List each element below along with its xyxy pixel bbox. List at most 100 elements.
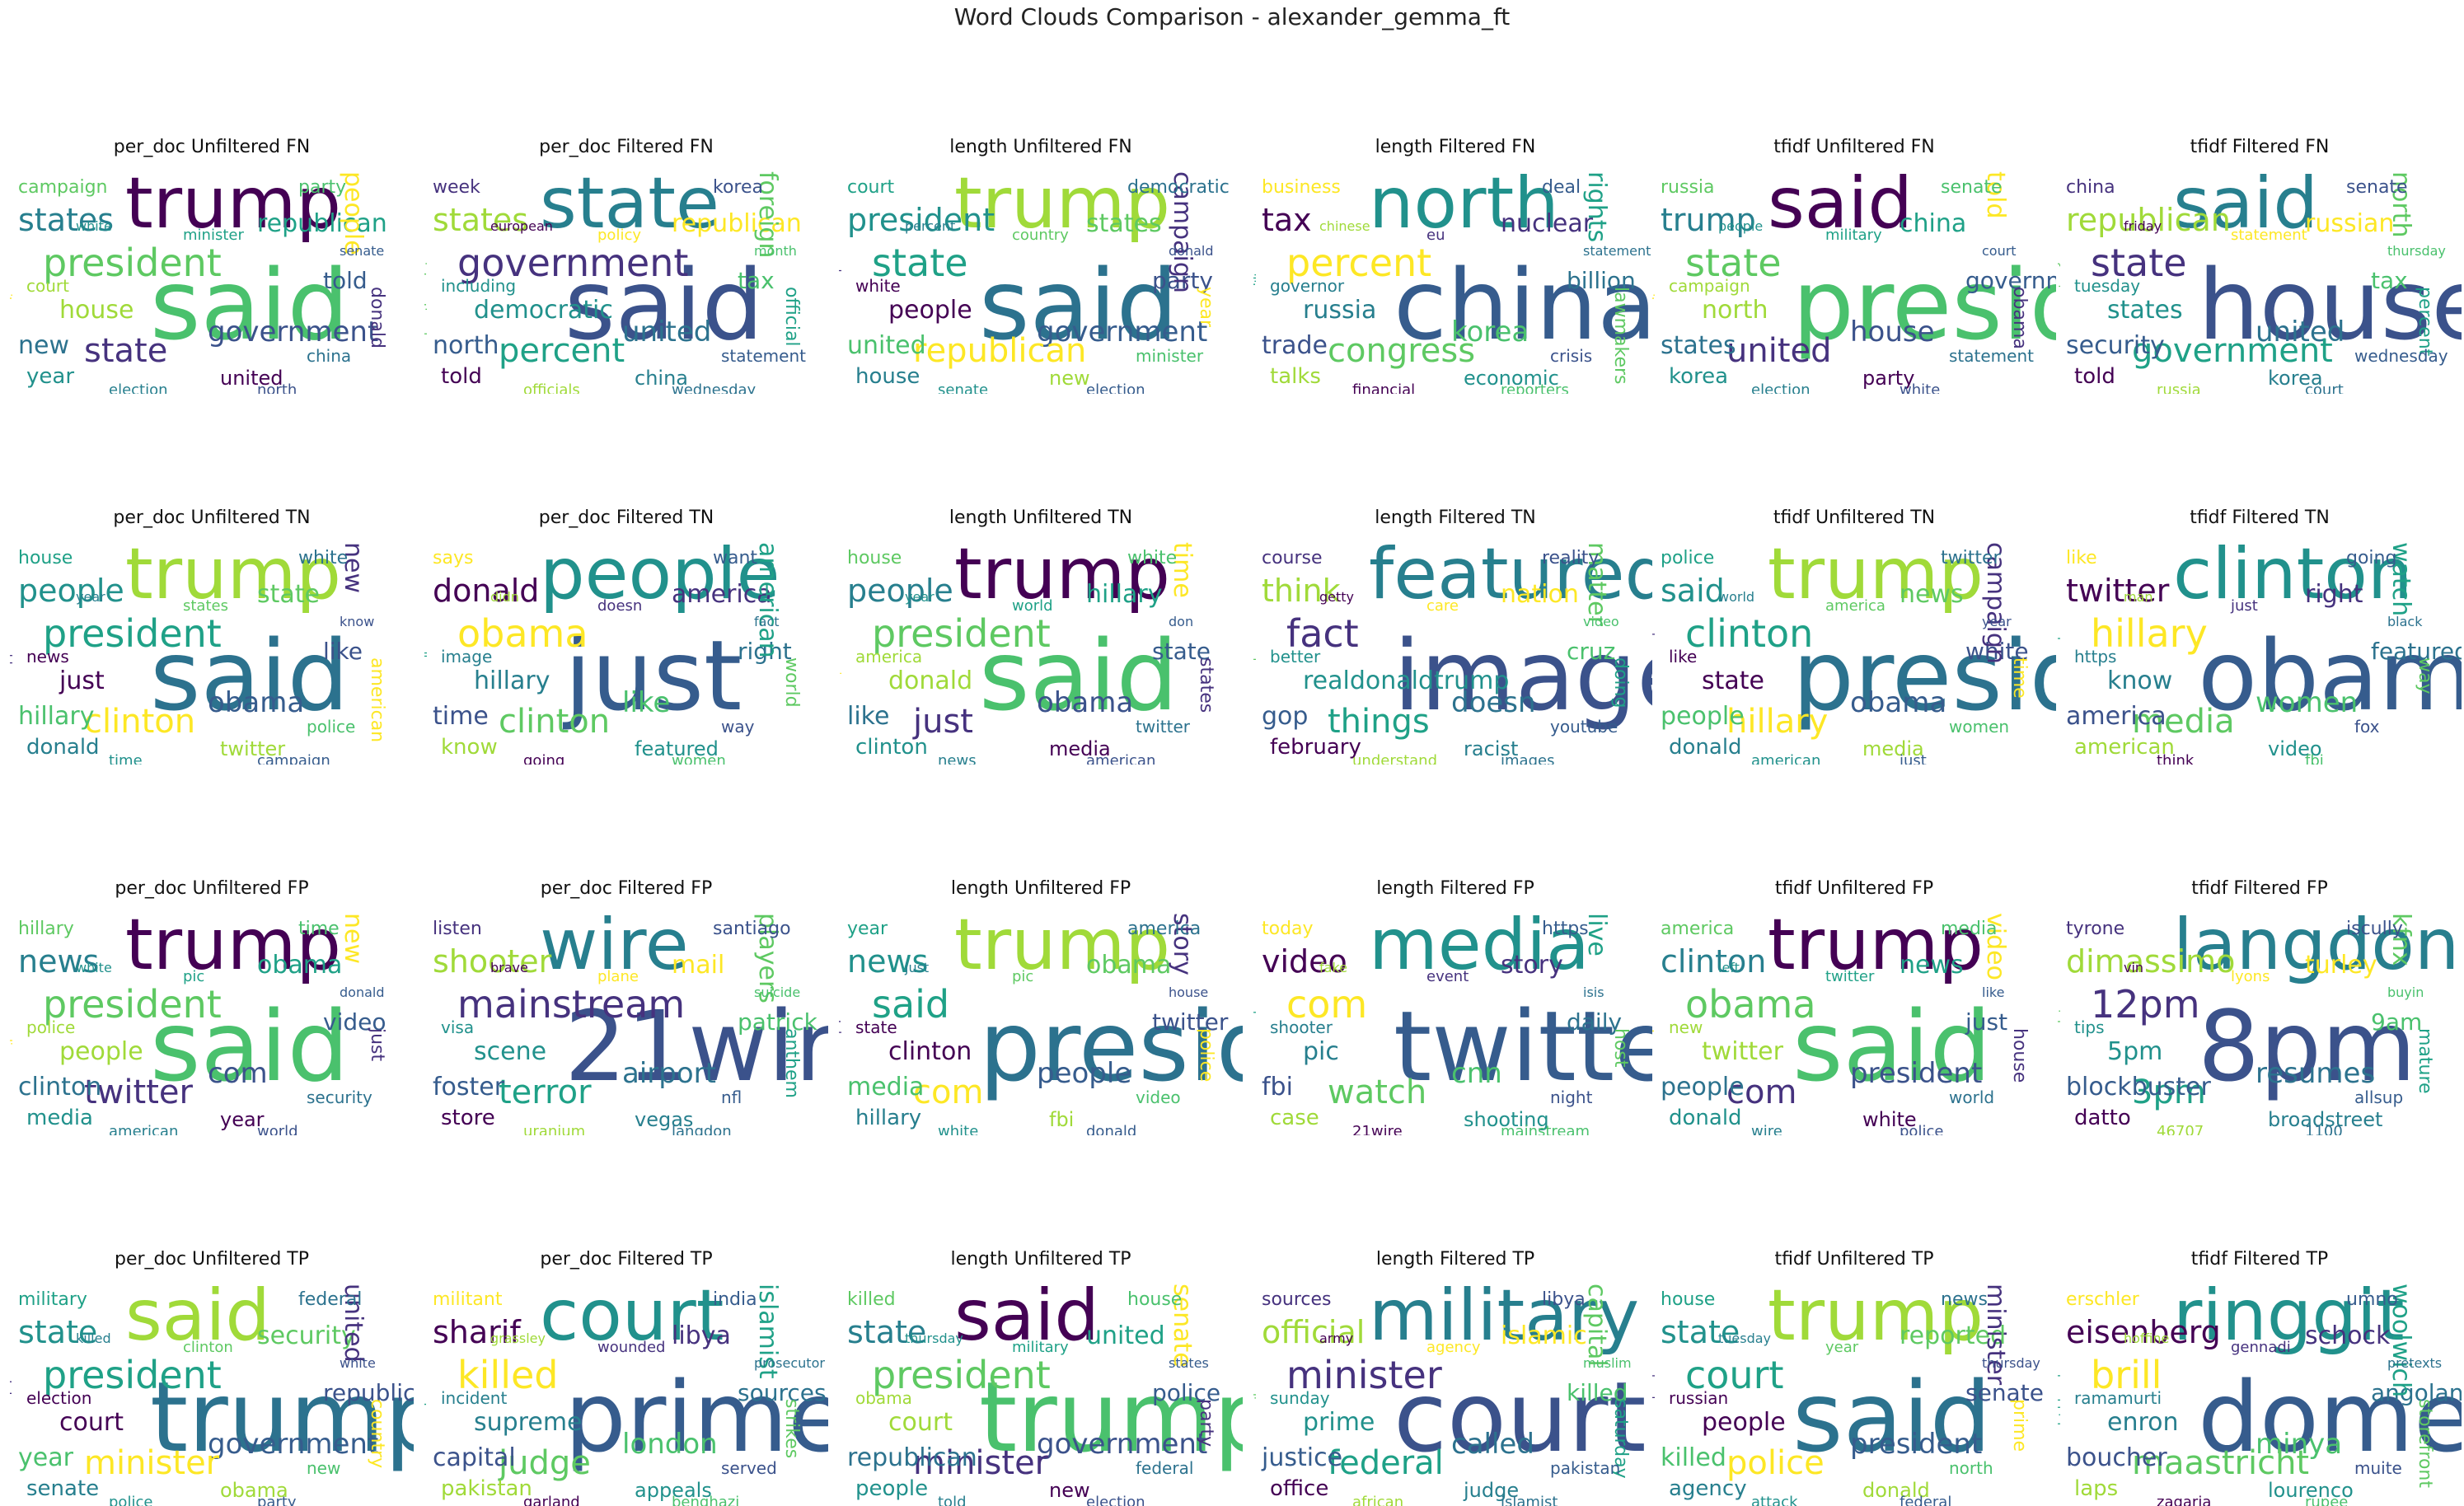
cloud-word: mature — [2415, 1028, 2435, 1094]
cloud-word: world — [1012, 597, 1053, 615]
cloud-word: shooter — [433, 943, 552, 980]
cloud-word: trump — [1661, 202, 1756, 238]
cloud-word: 46707 — [2157, 1123, 2204, 1135]
cloud-word: house — [18, 548, 73, 568]
cloud-word: clinton — [1661, 943, 1767, 980]
cloud-word: new — [1669, 1017, 1703, 1037]
cloud-word: care — [1426, 597, 1459, 615]
cloud-word: democratic — [1127, 177, 1230, 198]
cloud-word: video — [1583, 614, 1619, 629]
cloud-word: killed — [1661, 1443, 1726, 1472]
cloud-word: state — [18, 1314, 98, 1350]
cloud-word: military — [1369, 1275, 1640, 1357]
cloud-word: brill — [2091, 1353, 2162, 1397]
cloud-word: minya — [2256, 1428, 2343, 1461]
cloud-word: russia — [1303, 296, 1377, 325]
cloud-word: cnn — [1451, 1057, 1502, 1090]
cloud-word: congress — [1328, 332, 1476, 370]
cloud-word: fbi — [1262, 1073, 1293, 1101]
cloud-word: news — [1941, 1289, 1988, 1310]
cloud-word: security — [10, 262, 13, 308]
cloud-word: watch — [839, 1003, 842, 1039]
cloud-word: china — [1394, 248, 1657, 362]
cloud-word: featured — [635, 737, 719, 760]
cloud-word: muite — [2354, 1458, 2402, 1478]
cloud-word: percent — [905, 218, 956, 234]
panel-title: tfidf Filtered TN — [2190, 507, 2330, 528]
cloud-word: reality — [1542, 548, 1600, 568]
cloud-word: state — [2091, 241, 2187, 285]
cloud-word: maastricht — [2132, 1444, 2310, 1482]
cloud-word: states — [183, 597, 228, 615]
panel-title: length Unfiltered FN — [949, 137, 1132, 157]
cloud-word: police — [1661, 548, 1715, 568]
cloud-word: obama — [208, 686, 305, 719]
cloud-word: security — [1652, 262, 1656, 308]
cloud-word: donald — [367, 287, 387, 348]
cloud-word: election — [109, 381, 168, 394]
cloud-word: shooting — [1464, 1108, 1549, 1131]
cloud-word: tax — [738, 267, 775, 294]
word-cloud: trump said president people obama clinton just… — [10, 534, 414, 765]
cloud-word: house — [847, 548, 902, 568]
cloud-word: donald — [433, 573, 540, 609]
cloud-word: umno — [2346, 1289, 2398, 1310]
cloud-word: turley — [2305, 951, 2377, 980]
cloud-word: american — [753, 542, 782, 658]
cloud-word: korea — [2268, 367, 2323, 390]
cloud-word: trump — [125, 905, 341, 986]
cloud-word: state — [855, 1017, 897, 1037]
cloud-word: states — [1661, 331, 1736, 360]
cloud-word: kreshbish — [2058, 1374, 2061, 1430]
cloud-word: court — [59, 1408, 124, 1437]
cloud-word: court — [847, 177, 895, 198]
cloud-word: court — [1982, 243, 2017, 259]
cloud-word: year — [76, 589, 105, 605]
cloud-word: london — [622, 1428, 718, 1461]
cloud-word: prime — [1303, 1408, 1375, 1437]
cloud-word: international — [424, 262, 428, 336]
cloud-word: want — [713, 548, 758, 568]
cloud-word: world — [1949, 1087, 1995, 1107]
cloud-word: said — [150, 248, 349, 362]
cloud-word: police — [1152, 1379, 1221, 1406]
cloud-word: president — [872, 1353, 1051, 1397]
cloud-word: suicide — [754, 985, 801, 1000]
cloud-word: russia — [2157, 381, 2201, 394]
cloud-word: storefront — [2415, 1399, 2435, 1488]
cloud-word: united — [1726, 332, 1832, 370]
cloud-word: 3pm — [2132, 1073, 2206, 1111]
cloud-word: president — [847, 202, 995, 238]
cloud-word: federal — [298, 1289, 363, 1310]
cloud-word: featured — [2371, 638, 2462, 665]
cloud-word: state — [540, 163, 719, 245]
cloud-word: president — [979, 989, 1243, 1103]
cloud-word: pretexts — [2387, 1355, 2443, 1371]
cloud-word: vin — [2124, 960, 2144, 975]
cloud-word: police — [1196, 1028, 1216, 1083]
cloud-word: election — [1086, 1494, 1145, 1506]
cloud-word: federal — [1136, 1458, 1194, 1478]
cloud-word: killed — [847, 1289, 896, 1310]
cloud-word: going — [523, 752, 565, 765]
cloud-word: statement — [1583, 243, 1651, 259]
cloud-word: schock — [2305, 1321, 2391, 1350]
panel-title: tfidf Unfiltered FP — [1774, 878, 1934, 899]
cloud-word: north — [257, 381, 297, 394]
word-cloud: saidpresidentstatetrump house united north s… — [1652, 163, 2056, 394]
cloud-word: african — [1352, 1494, 1404, 1506]
cloud-word: daily — [1567, 1008, 1623, 1036]
panel-title: length Unfiltered TP — [950, 1249, 1131, 1270]
cloud-word: sigh — [2058, 1003, 2061, 1027]
cloud-word: world — [781, 657, 802, 708]
cloud-word: uranium — [523, 1123, 586, 1135]
cloud-word: players — [1253, 1003, 1257, 1046]
cloud-word: media — [26, 1106, 93, 1130]
cloud-word: army — [1319, 1331, 1354, 1346]
cloud-word: government — [2132, 332, 2333, 370]
cloud-word: month — [754, 243, 797, 259]
cloud-word: official — [781, 287, 802, 347]
cloud-word: says — [433, 548, 474, 568]
cloud-word: election — [1751, 381, 1811, 394]
cloud-word: datto — [2074, 1106, 2131, 1130]
